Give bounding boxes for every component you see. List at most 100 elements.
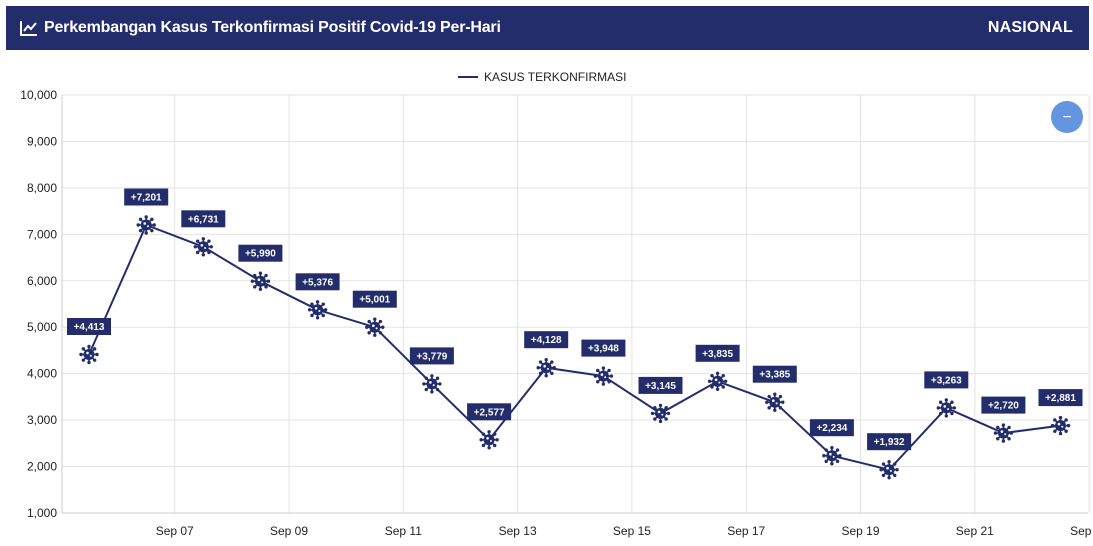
data-label: +2,881: [1038, 389, 1083, 407]
data-label-box: [581, 339, 626, 357]
data-label-text: +2,577: [474, 407, 505, 418]
axes: 1,000 2,000 3,000 4,000 5,000 6,000 7,000 8,000…: [20, 88, 1093, 538]
data-label: +4,413: [67, 318, 111, 335]
data-label-text: +2,881: [1045, 393, 1076, 404]
data-markers: [79, 215, 1071, 480]
y-tick-label: 6,000: [27, 274, 57, 288]
virus-icon[interactable]: [422, 374, 442, 394]
data-label: +5,990: [238, 244, 283, 262]
chart-title: Perkembangan Kasus Terkonfirmasi Positif…: [44, 19, 501, 36]
x-tick-label: Sep 15: [613, 524, 651, 538]
data-label-box: [295, 273, 340, 291]
data-label: +6,731: [181, 210, 226, 228]
data-label-box: [752, 365, 797, 383]
virus-icon[interactable]: [822, 446, 842, 466]
virus-icon[interactable]: [765, 392, 785, 412]
y-tick-label: 2,000: [27, 460, 57, 474]
data-label: +7,201: [124, 188, 169, 206]
data-label-text: +3,145: [645, 381, 676, 392]
data-label-box: [352, 290, 397, 308]
data-label-text: +5,001: [359, 295, 390, 306]
data-label-text: +3,385: [759, 370, 790, 381]
x-tick-label: Sep 17: [727, 524, 765, 538]
virus-icon[interactable]: [879, 460, 899, 480]
virus-icon[interactable]: [365, 317, 385, 337]
y-tick-label: 4,000: [27, 367, 57, 381]
virus-icon[interactable]: [593, 366, 614, 386]
y-tick-label: 8,000: [27, 181, 57, 195]
data-label-box: [695, 344, 740, 362]
zoom-out-button[interactable]: −: [1051, 101, 1083, 133]
virus-icon[interactable]: [193, 237, 213, 257]
line-chart-icon: [20, 21, 37, 36]
virus-icon[interactable]: [479, 430, 499, 450]
y-tick-label: 1,000: [27, 506, 57, 520]
data-label: +3,948: [581, 339, 626, 357]
data-label: +4,128: [524, 331, 569, 349]
data-label-text: +5,990: [245, 249, 276, 260]
data-label-box: [809, 419, 854, 437]
data-label-text: +3,263: [931, 375, 962, 386]
data-label-text: +2,720: [988, 401, 1019, 412]
data-label-box: [924, 371, 969, 389]
series-kasus-terkonfirmasi: [88, 223, 1061, 471]
chart-header: Perkembangan Kasus Terkonfirmasi Positif…: [6, 6, 1089, 50]
data-label: +2,720: [981, 396, 1026, 414]
virus-icon[interactable]: [1050, 415, 1071, 436]
data-label: +2,577: [467, 403, 512, 421]
data-label-box: [524, 331, 569, 349]
zoom-out-circle[interactable]: [1051, 101, 1083, 133]
chart-legend[interactable]: KASUS TERKONFIRMASI: [458, 70, 626, 84]
data-label-box: [1038, 389, 1083, 407]
virus-icon[interactable]: [79, 344, 99, 365]
x-tick-label: Sep 21: [956, 524, 994, 538]
data-labels: +4,413 +7,201 +6,731 +5,990 +5,376 +5,001 +3,7…: [67, 188, 1083, 451]
data-label-text: +5,376: [302, 277, 333, 288]
virus-icon[interactable]: [936, 398, 956, 418]
data-label: +3,145: [638, 376, 683, 394]
data-label-text: +4,128: [531, 335, 562, 346]
data-label-text: +7,201: [131, 193, 162, 204]
virus-icon[interactable]: [250, 271, 271, 291]
data-label: +3,263: [924, 371, 969, 389]
y-tick-label: 7,000: [27, 227, 57, 241]
y-tick-label: 5,000: [27, 320, 57, 334]
data-label-box: [867, 433, 912, 451]
legend-label: KASUS TERKONFIRMASI: [484, 70, 626, 84]
virus-icon[interactable]: [707, 371, 728, 391]
data-label: +3,779: [409, 347, 454, 365]
data-label-text: +1,932: [874, 437, 905, 448]
header-title-group: Perkembangan Kasus Terkonfirmasi Positif…: [20, 19, 501, 37]
data-label-text: +4,413: [74, 322, 105, 333]
data-label-box: [638, 376, 683, 394]
data-label: +5,001: [352, 290, 397, 308]
data-label-text: +3,948: [588, 344, 619, 355]
data-label-box: [124, 188, 169, 206]
data-label: +2,234: [809, 419, 854, 437]
x-tick-label: Sep 19: [842, 524, 880, 538]
x-tick-label: Sep 07: [156, 524, 194, 538]
data-label: +5,376: [295, 273, 340, 291]
series-line: [88, 223, 1061, 471]
data-label: +1,932: [867, 433, 912, 451]
data-label: +3,385: [752, 365, 797, 383]
virus-icon[interactable]: [993, 423, 1014, 443]
zoom-out-icon[interactable]: −: [1062, 109, 1071, 126]
grid-lines: [62, 94, 1090, 514]
virus-icon[interactable]: [136, 215, 156, 235]
y-tick-label: 10,000: [20, 88, 57, 102]
data-label-text: +6,731: [188, 214, 219, 225]
data-label-text: +3,779: [416, 351, 447, 362]
virus-icon[interactable]: [650, 403, 671, 424]
x-tick-label: Sep 09: [270, 524, 308, 538]
virus-icon[interactable]: [307, 300, 328, 320]
virus-icon[interactable]: [536, 358, 556, 378]
data-label-box: [238, 244, 283, 262]
y-tick-label: 9,000: [27, 134, 57, 148]
data-label-box: [67, 318, 111, 335]
x-tick-label: Sep 13: [499, 524, 537, 538]
data-label-text: +3,835: [702, 349, 733, 360]
data-label-box: [181, 210, 226, 228]
data-label-text: +2,234: [816, 423, 847, 434]
x-tick-label: Sep 11: [385, 524, 422, 538]
